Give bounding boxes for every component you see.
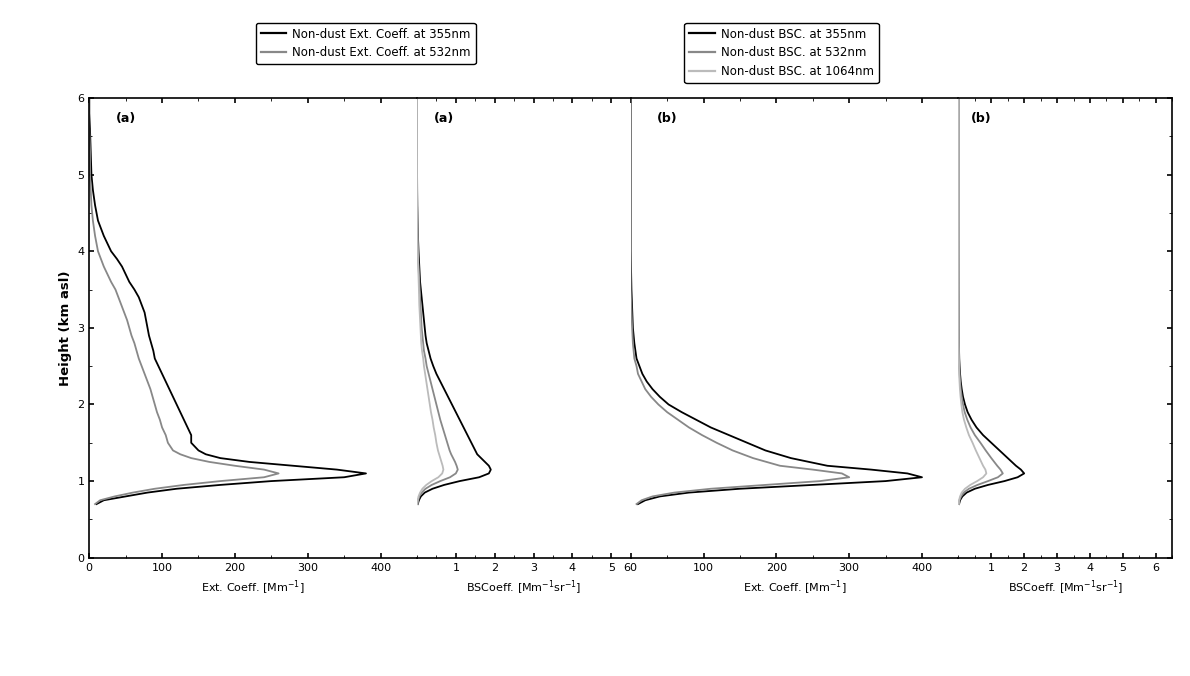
Legend: Non-dust BSC. at 355nm, Non-dust BSC. at 532nm, Non-dust BSC. at 1064nm: Non-dust BSC. at 355nm, Non-dust BSC. at… (684, 23, 878, 83)
X-axis label: Ext. Coeff. [Mm$^{-1}$]: Ext. Coeff. [Mm$^{-1}$] (201, 578, 305, 596)
Text: (b): (b) (657, 112, 677, 125)
Y-axis label: Height (km asl): Height (km asl) (58, 270, 71, 385)
Legend: Non-dust Ext. Coeff. at 355nm, Non-dust Ext. Coeff. at 532nm: Non-dust Ext. Coeff. at 355nm, Non-dust … (256, 23, 476, 64)
X-axis label: BSCoeff. [Mm$^{-1}$sr$^{-1}$]: BSCoeff. [Mm$^{-1}$sr$^{-1}$] (466, 578, 582, 596)
X-axis label: Ext. Coeff. [Mm$^{-1}$]: Ext. Coeff. [Mm$^{-1}$] (743, 578, 846, 596)
Text: (a): (a) (115, 112, 136, 125)
Text: (b): (b) (971, 112, 992, 125)
X-axis label: BSCoeff. [Mm$^{-1}$sr$^{-1}$]: BSCoeff. [Mm$^{-1}$sr$^{-1}$] (1008, 578, 1123, 596)
Text: (a): (a) (434, 112, 455, 125)
